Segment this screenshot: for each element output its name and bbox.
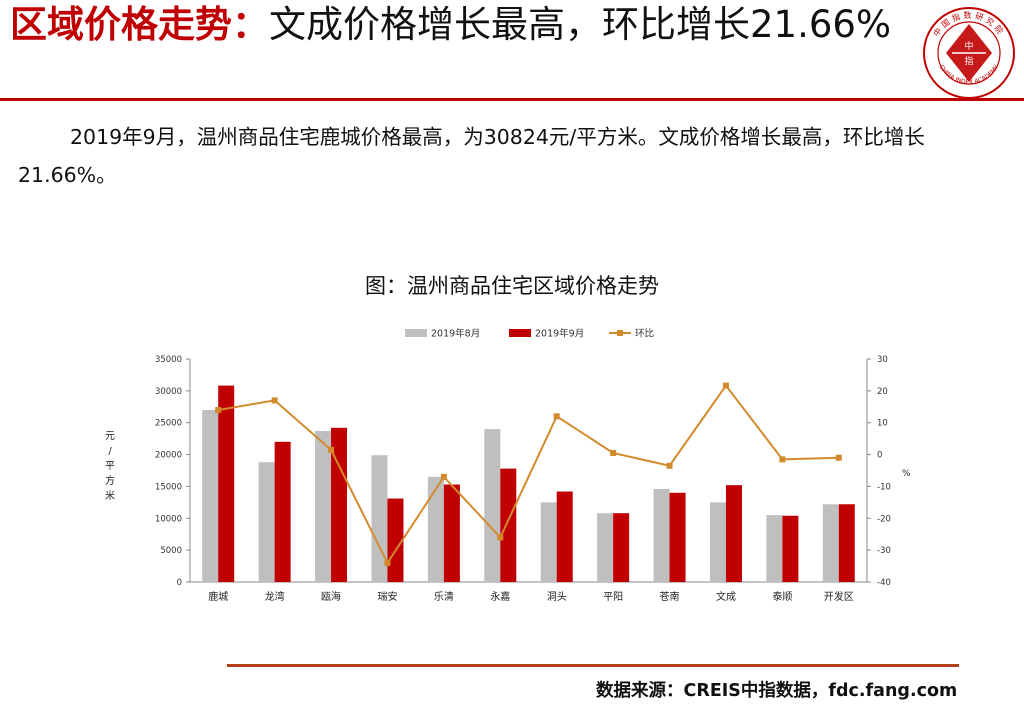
y2-tick-label: 30 xyxy=(877,355,888,365)
bar-sep xyxy=(500,468,517,582)
y2-tick-label: 20 xyxy=(877,387,888,397)
y-tick-label: 10000 xyxy=(155,514,182,524)
y2-tick-label: -20 xyxy=(877,514,891,524)
title-divider xyxy=(0,98,1024,101)
china-index-academy-logo: 中 指 中国指数研究院 CHINA INDEX ACADEMY xyxy=(923,7,1015,99)
y2-tick-label: -10 xyxy=(877,482,891,492)
legend-label: 2019年8月 xyxy=(431,328,480,340)
y-tick-label: 5000 xyxy=(160,546,182,556)
legend-swatch xyxy=(509,329,531,337)
x-tick-label: 瓯海 xyxy=(321,590,341,603)
mom-point xyxy=(553,413,560,420)
bar-sep xyxy=(387,498,404,582)
bar-sep xyxy=(556,491,573,582)
legend-label: 2019年9月 xyxy=(535,328,584,340)
x-tick-label: 瑞安 xyxy=(377,590,397,603)
mom-point xyxy=(835,454,842,461)
bar-aug xyxy=(484,429,501,582)
bar-aug xyxy=(427,476,444,582)
bar-sep xyxy=(274,441,291,582)
bar-aug xyxy=(315,430,332,582)
y-tick-label: 0 xyxy=(177,578,182,588)
mom-point xyxy=(215,406,222,413)
x-tick-label: 乐清 xyxy=(434,590,454,603)
mom-point xyxy=(666,462,673,469)
y2-tick-label: 0 xyxy=(877,451,882,461)
y-axis-label-char: 方 xyxy=(105,474,115,487)
x-tick-label: 苍南 xyxy=(660,590,680,603)
mom-point xyxy=(328,446,335,453)
summary-paragraph: 2019年9月，温州商品住宅鹿城价格最高，为30824元/平方米。文成价格增长最… xyxy=(18,125,925,187)
bar-aug xyxy=(202,409,219,582)
bar-sep xyxy=(725,485,742,582)
bar-aug xyxy=(540,502,557,582)
mom-point xyxy=(440,473,447,480)
bar-sep xyxy=(669,492,686,582)
bar-sep xyxy=(443,484,460,582)
x-tick-label: 永嘉 xyxy=(490,590,510,603)
data-source: 数据来源：CREIS中指数据，fdc.fang.com xyxy=(596,681,958,701)
mom-point xyxy=(384,559,391,566)
y-tick-label: 30000 xyxy=(155,387,182,397)
mom-line xyxy=(218,383,839,565)
bar-aug xyxy=(653,488,670,582)
bar-aug xyxy=(371,455,388,582)
x-tick-label: 龙湾 xyxy=(265,590,285,603)
legend-label: 环比 xyxy=(635,328,654,340)
bar-aug xyxy=(258,462,275,582)
y-axis-label-char: 平 xyxy=(105,461,115,472)
bar-sep xyxy=(613,513,630,582)
bar-aug xyxy=(597,513,614,582)
y-axis-label-char: 元 xyxy=(105,431,115,442)
y-axis-label-char: 米 xyxy=(105,489,115,502)
x-tick-label: 泰顺 xyxy=(772,590,792,603)
x-tick-label: 洞头 xyxy=(547,591,567,603)
y-axis-label-char: / xyxy=(108,446,112,457)
title-statement: 文成价格增长最高，环比增长21.66% xyxy=(269,3,892,46)
legend-swatch-marker xyxy=(617,330,623,336)
mom-point xyxy=(779,456,786,463)
y2-tick-label: 10 xyxy=(877,419,888,429)
logo-center-bottom: 指 xyxy=(964,55,973,67)
bar-sep xyxy=(782,515,799,582)
bar-aug xyxy=(709,502,726,582)
y2-tick-label: -40 xyxy=(877,578,891,588)
chart-title: 图：温州商品住宅区域价格走势 xyxy=(365,274,659,298)
x-tick-label: 平阳 xyxy=(603,591,623,603)
page-title: 区域价格走势：文成价格增长最高，环比增长21.66% xyxy=(10,2,910,48)
logo-center-top: 中 xyxy=(964,40,973,52)
y2-tick-label: -30 xyxy=(877,546,891,556)
mom-point xyxy=(722,382,729,389)
bar-sep xyxy=(838,504,855,582)
bar-aug xyxy=(766,515,783,582)
x-tick-label: 开发区 xyxy=(824,590,854,603)
mom-point xyxy=(271,397,278,404)
legend-swatch xyxy=(405,329,427,337)
title-keyword: 区域价格走势： xyxy=(10,3,269,46)
bar-aug xyxy=(822,504,839,582)
mom-point xyxy=(497,534,504,541)
mom-point xyxy=(610,449,617,456)
price-trend-chart: 0 5000 10000 15000 20000 25000 30000 35000 -40 -3… xyxy=(105,328,911,604)
x-tick-label: 文成 xyxy=(716,590,736,603)
x-tick-label: 鹿城 xyxy=(208,590,228,603)
bar-sep xyxy=(331,427,348,582)
y-tick-label: 25000 xyxy=(155,419,182,429)
y-tick-label: 35000 xyxy=(155,355,182,365)
y2-axis-label: % xyxy=(902,469,911,479)
footer-divider xyxy=(227,664,959,667)
bar-sep xyxy=(218,385,235,582)
y-tick-label: 20000 xyxy=(155,451,182,461)
y-tick-label: 15000 xyxy=(155,482,182,492)
